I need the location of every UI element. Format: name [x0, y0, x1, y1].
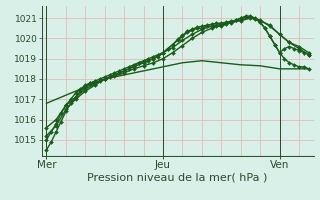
X-axis label: Pression niveau de la mer( hPa ): Pression niveau de la mer( hPa ) [87, 173, 268, 183]
